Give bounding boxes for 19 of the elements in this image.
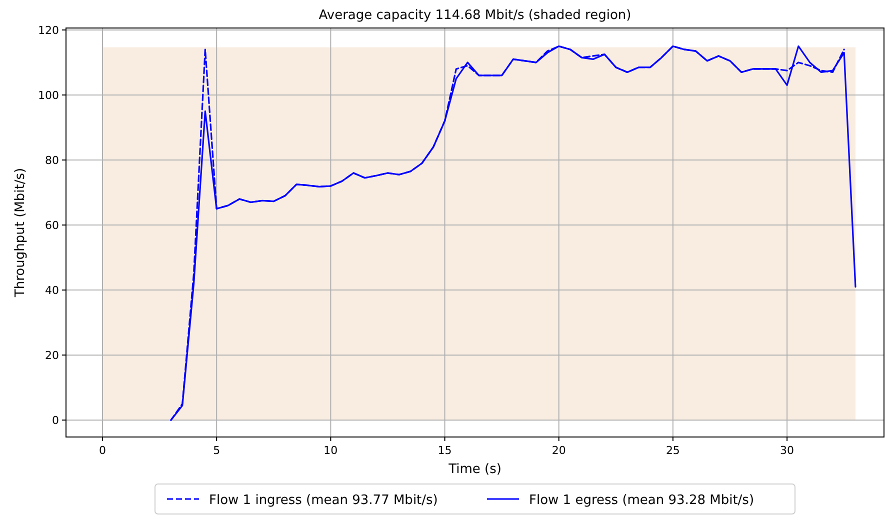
x-tick-label: 20 — [552, 444, 566, 457]
x-tick-label: 0 — [99, 444, 106, 457]
x-axis-title: Time (s) — [448, 462, 502, 477]
y-tick-label: 20 — [45, 349, 59, 362]
x-tick-label: 30 — [780, 444, 794, 457]
y-tick-label: 0 — [52, 414, 59, 428]
y-tick-label: 40 — [45, 284, 59, 298]
legend-label: Flow 1 egress (mean 93.28 Mbit/s) — [529, 493, 754, 508]
x-tick-label: 5 — [213, 444, 220, 457]
x-tick-label: 15 — [438, 444, 452, 457]
y-tick-label: 100 — [38, 88, 59, 102]
x-tick-label: 25 — [666, 444, 680, 457]
y-axis-title: Throughput (Mbit/s) — [13, 168, 28, 298]
legend-label: Flow 1 ingress (mean 93.77 Mbit/s) — [209, 493, 438, 508]
y-tick-label: 120 — [38, 24, 59, 37]
chart-title: Average capacity 114.68 Mbit/s (shaded region) — [318, 8, 632, 23]
y-tick-label: 60 — [45, 219, 59, 232]
y-tick-label: 80 — [45, 154, 59, 167]
x-tick-label: 10 — [324, 444, 338, 457]
